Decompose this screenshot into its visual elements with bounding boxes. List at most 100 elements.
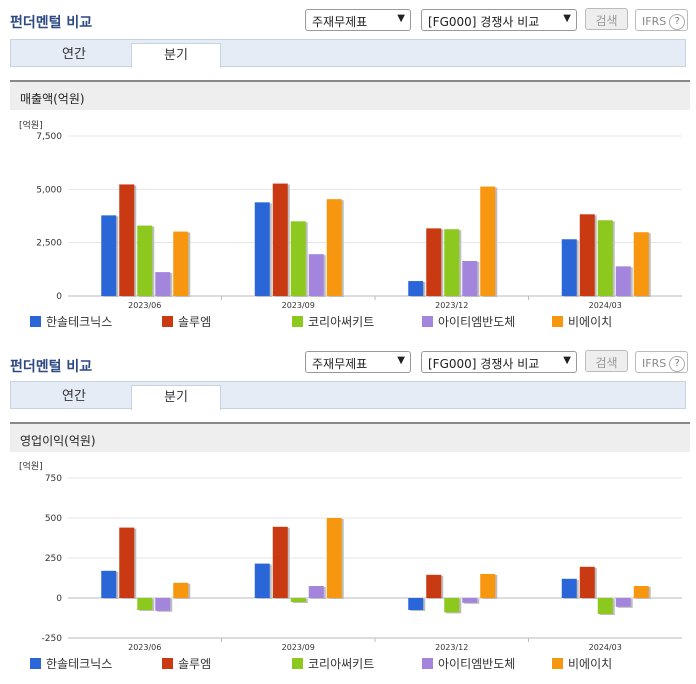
- search-button[interactable]: 검색: [585, 350, 628, 372]
- y-tick-label: 750: [45, 474, 62, 484]
- y-tick-label: -250: [42, 634, 63, 644]
- legend-swatch: [422, 316, 433, 327]
- bar: [173, 582, 189, 598]
- bar: [561, 578, 577, 598]
- bar: [308, 254, 324, 296]
- bar: [633, 232, 649, 296]
- statement-type-value: 주재무제표: [312, 357, 368, 371]
- legend-item: 비에이치: [552, 655, 612, 672]
- help-icon[interactable]: ?: [669, 14, 686, 30]
- bar: [101, 570, 117, 598]
- bar: [579, 566, 595, 598]
- chart-title: 매출액(억원): [10, 80, 690, 110]
- bar: [326, 199, 342, 296]
- legend-swatch: [30, 316, 41, 327]
- legend-label: 솔루엠: [178, 657, 212, 671]
- bar: [155, 598, 171, 611]
- bar: [426, 574, 442, 598]
- legend-swatch: [30, 658, 41, 669]
- bar: [137, 225, 153, 296]
- x-tick-label: 2023/09: [282, 301, 315, 310]
- bar: [408, 598, 424, 610]
- bar: [254, 202, 270, 296]
- chart-title: 영업이익(억원): [10, 422, 690, 452]
- legend-swatch: [292, 316, 303, 327]
- tab-annual[interactable]: 연간: [62, 389, 86, 404]
- ifrs-label: IFRS: [642, 15, 667, 28]
- bar: [272, 183, 288, 296]
- help-icon[interactable]: ?: [669, 356, 686, 372]
- ifrs-label: IFRS: [642, 357, 667, 370]
- statement-type-select[interactable]: 주재무제표 ▼: [305, 9, 411, 31]
- bar: [444, 598, 460, 613]
- tab-quarterly[interactable]: 분기: [131, 385, 221, 410]
- legend-item: 솔루엠: [162, 313, 211, 330]
- revenue-chart: 0 2,500 5,000 7,500 2023/06 2023/09 2023/12 202…: [36, 132, 682, 310]
- ifrs-button[interactable]: IFRS?: [635, 351, 688, 373]
- bar: [137, 598, 153, 610]
- legend-item: 아이티엠반도체: [422, 313, 515, 330]
- bar: [462, 261, 478, 296]
- search-button[interactable]: 검색: [585, 8, 628, 30]
- bar: [272, 526, 288, 598]
- legend-label: 아이티엠반도체: [438, 657, 516, 671]
- bar: [597, 598, 613, 614]
- period-tabs: 연간 분기: [10, 39, 686, 68]
- y-tick-label: 0: [56, 594, 62, 604]
- legend-swatch: [552, 658, 563, 669]
- legend-label: 코리아써키트: [308, 657, 375, 671]
- y-tick-label: 500: [45, 514, 62, 524]
- legend-label: 비에이치: [568, 657, 613, 671]
- legend-label: 솔루엠: [178, 315, 212, 329]
- bar: [119, 184, 135, 296]
- statement-type-value: 주재무제표: [312, 15, 368, 29]
- statement-type-select[interactable]: 주재무제표 ▼: [305, 351, 411, 373]
- legend-label: 한솔테크닉스: [46, 315, 113, 329]
- legend-swatch: [422, 658, 433, 669]
- tab-quarterly[interactable]: 분기: [131, 43, 221, 68]
- legend-item: 한솔테크닉스: [30, 655, 112, 672]
- bar: [254, 563, 270, 598]
- x-tick-label: 2023/12: [435, 301, 468, 310]
- period-tabs: 연간 분기: [10, 381, 686, 410]
- legend-swatch: [162, 658, 173, 669]
- chevron-down-icon: ▼: [397, 355, 405, 366]
- comparison-group-select[interactable]: [FG000] 경쟁사 비교 ▼: [421, 9, 577, 31]
- bar: [597, 220, 613, 296]
- bar: [326, 518, 342, 598]
- y-tick-label: 0: [56, 292, 62, 302]
- bar: [119, 527, 135, 598]
- unit-label: [억원]: [19, 462, 43, 472]
- bar: [290, 598, 306, 602]
- legend-item: 코리아써키트: [292, 313, 374, 330]
- x-tick-label: 2023/06: [128, 301, 161, 310]
- ifrs-button[interactable]: IFRS?: [635, 9, 688, 31]
- legend-swatch: [162, 316, 173, 327]
- bar: [480, 186, 496, 296]
- x-tick-label: 2024/03: [589, 643, 622, 652]
- y-tick-label: 2,500: [36, 239, 62, 249]
- bar: [462, 598, 478, 603]
- bar: [561, 239, 577, 296]
- legend-item: 코리아써키트: [292, 655, 374, 672]
- x-tick-label: 2023/06: [128, 643, 161, 652]
- unit-label: [억원]: [19, 121, 43, 131]
- comparison-group-value: [FG000] 경쟁사 비교: [428, 357, 540, 371]
- legend-item: 비에이치: [552, 313, 612, 330]
- chevron-down-icon: ▼: [563, 355, 571, 366]
- legend-swatch: [292, 658, 303, 669]
- x-tick-label: 2024/03: [589, 301, 622, 310]
- tab-annual[interactable]: 연간: [62, 47, 86, 62]
- bar: [444, 229, 460, 296]
- bar: [615, 598, 631, 607]
- y-tick-label: 5,000: [36, 185, 62, 195]
- comparison-group-select[interactable]: [FG000] 경쟁사 비교 ▼: [421, 351, 577, 373]
- bar: [155, 272, 171, 296]
- y-tick-label: 7,500: [36, 132, 62, 142]
- operating-profit-chart: -250 0 250 500 750 2023/06 2023/09 2023/12 2024/…: [42, 474, 682, 652]
- section-title: 펀더멘털 비교: [10, 359, 93, 375]
- legend-item: 솔루엠: [162, 655, 211, 672]
- chevron-down-icon: ▼: [397, 13, 405, 24]
- bar: [290, 221, 306, 296]
- legend-label: 코리아써키트: [308, 315, 375, 329]
